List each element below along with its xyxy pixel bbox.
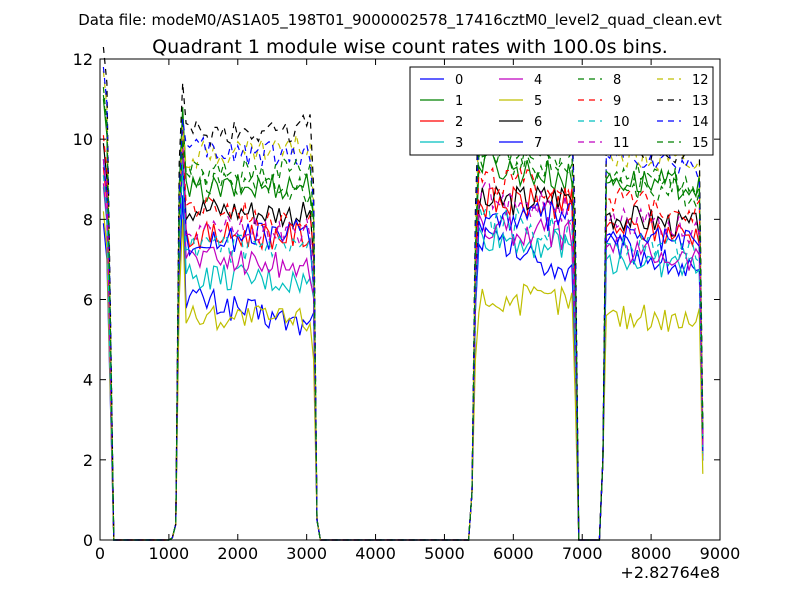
legend-label-10: 10 [613,115,630,130]
legend-label-14: 14 [692,115,709,130]
series-line-8 [102,95,704,541]
series-line-9 [102,131,704,541]
y-tick-label: 2 [83,451,93,470]
legend-label-7: 7 [534,136,542,151]
x-tick-label: 8000 [631,544,672,563]
legend-label-3: 3 [455,136,463,151]
series-line-0 [102,195,704,541]
legend-label-4: 4 [534,73,542,88]
legend-label-11: 11 [613,136,630,151]
series-line-4 [102,139,704,541]
figure-suptitle: Data file: modeM0/AS1A05_198T01_90000025… [78,11,722,30]
y-tick-label: 12 [73,50,93,69]
y-tick-label: 0 [83,531,93,550]
x-tick-label: 9000 [700,544,741,563]
x-tick-label: 6000 [493,544,534,563]
series-line-7 [102,155,704,541]
series-line-6 [102,143,704,541]
legend-label-2: 2 [455,115,463,130]
legend-label-13: 13 [692,94,709,109]
x-tick-label: 2000 [217,544,258,563]
x-tick-label: 1000 [149,544,190,563]
legend-label-6: 6 [534,115,542,130]
x-tick-label: 4000 [355,544,396,563]
x-offset-label: +2.82764e8 [620,563,720,582]
axis-ticks: 0 1000 2000 3000 4000 5000 6000 7000 8000 9000 0 2 4… [73,50,741,563]
x-tick-label: 3000 [286,544,327,563]
legend-label-8: 8 [613,73,621,88]
series-line-3 [102,163,704,541]
legend-label-15: 15 [692,136,709,151]
chart-title: Quadrant 1 module wise count rates with … [152,36,668,58]
series-line-2 [102,147,704,541]
legend-label-0: 0 [455,73,463,88]
series-line-5 [102,211,704,541]
legend-label-12: 12 [692,73,709,88]
y-tick-label: 8 [83,210,93,229]
legend-label-5: 5 [534,94,542,109]
y-tick-label: 6 [83,291,93,310]
x-tick-label: 7000 [562,544,603,563]
series-line-10 [102,159,704,541]
y-tick-label: 10 [73,130,93,149]
x-tick-label: 5000 [424,544,465,563]
legend-box [409,66,714,156]
series-line-1 [102,99,704,541]
legend-label-1: 1 [455,94,463,109]
legend-label-9: 9 [613,94,621,109]
series-line-11 [102,139,704,541]
x-tick-label: 0 [95,544,105,563]
y-tick-label: 4 [83,371,93,390]
